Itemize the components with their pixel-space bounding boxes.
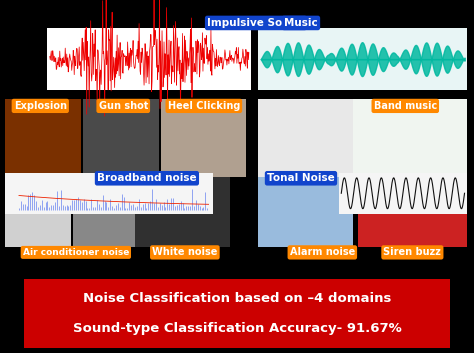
Text: Band music: Band music xyxy=(374,101,437,111)
Bar xyxy=(161,99,246,176)
Text: Music: Music xyxy=(284,18,318,28)
Text: Sound-type Classification Accuracy- 91.67%: Sound-type Classification Accuracy- 91.6… xyxy=(73,322,401,335)
Text: Gun shot: Gun shot xyxy=(99,101,148,111)
Bar xyxy=(24,279,450,348)
Bar xyxy=(83,99,159,176)
Bar xyxy=(47,28,251,90)
Text: Explosion: Explosion xyxy=(14,101,67,111)
Text: Heel Clicking: Heel Clicking xyxy=(168,101,240,111)
Bar xyxy=(135,176,230,247)
Bar xyxy=(5,176,71,247)
Bar xyxy=(258,99,353,176)
Bar xyxy=(258,28,467,90)
Text: Impulsive Sound: Impulsive Sound xyxy=(207,18,305,28)
Bar xyxy=(73,176,135,247)
Text: Broadband noise: Broadband noise xyxy=(97,173,197,183)
Bar xyxy=(258,176,353,247)
Bar xyxy=(353,99,467,176)
Text: Alarm noise: Alarm noise xyxy=(290,247,355,257)
Bar xyxy=(5,173,213,214)
Bar xyxy=(5,99,81,176)
Text: White noise: White noise xyxy=(152,247,218,257)
Text: Air conditioner noise: Air conditioner noise xyxy=(23,248,129,257)
Text: Noise Classification based on –4 domains: Noise Classification based on –4 domains xyxy=(83,292,391,305)
Text: Siren buzz: Siren buzz xyxy=(383,247,441,257)
Bar xyxy=(339,173,467,214)
Text: Tonal Noise: Tonal Noise xyxy=(267,173,335,183)
Bar xyxy=(358,176,467,247)
